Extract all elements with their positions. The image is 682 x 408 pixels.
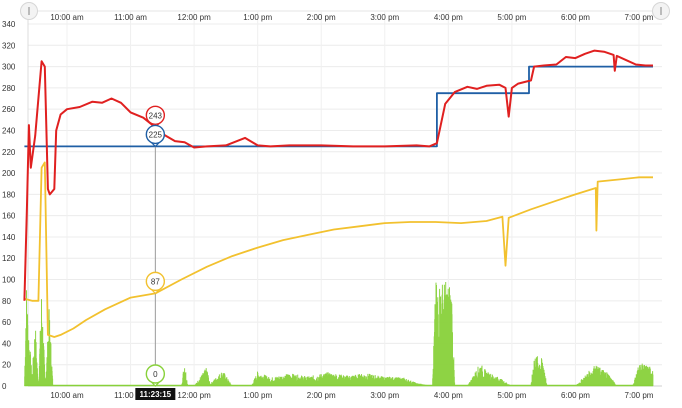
value-markers: 243 225 87 0: [145, 105, 166, 387]
x-tick-label-bottom: 2:00 pm: [307, 391, 336, 400]
x-axis-top: 10:00 am 11:00 am 12:00 pm 1:00 pm 2:00 pm 3:…: [50, 13, 653, 22]
x-tick-label-top: 7:00 pm: [625, 13, 654, 22]
y-tick-label: 20: [2, 361, 11, 370]
value-marker: 87: [145, 271, 166, 295]
x-tick-label-bottom: 3:00 pm: [370, 391, 399, 400]
y-tick-label: 280: [2, 84, 16, 93]
y-tick-label: 220: [2, 148, 16, 157]
right-scroll-handle[interactable]: [652, 2, 670, 20]
x-tick-label-bottom: 5:00 pm: [497, 391, 526, 400]
series-blue: [24, 65, 653, 148]
value-marker-circle: [145, 124, 166, 145]
x-tick-label-bottom: 6:00 pm: [561, 391, 590, 400]
value-marker-label: 87: [151, 277, 160, 286]
series-red: [23, 49, 653, 301]
value-marker-label: 225: [149, 130, 163, 139]
y-tick-label: 300: [2, 63, 16, 72]
value-marker: 0: [145, 364, 166, 387]
y-tick-label: 100: [2, 276, 16, 285]
cursor-time-label: 11:23:15: [140, 390, 172, 399]
cursor-crosshair[interactable]: 11:23:15: [135, 135, 176, 400]
y-tick-label: 80: [2, 297, 11, 306]
y-tick-label: 140: [2, 233, 16, 242]
x-tick-label-top: 3:00 pm: [370, 13, 399, 22]
chart-series: [23, 49, 654, 387]
y-tick-label: 200: [2, 169, 16, 178]
x-tick-label-top: 4:00 pm: [434, 13, 463, 22]
value-marker-circle: [145, 271, 166, 292]
y-tick-label: 240: [2, 126, 16, 135]
y-tick-label: 340: [2, 20, 16, 29]
value-marker-circle: [145, 105, 166, 125]
value-marker-label: 0: [153, 370, 158, 379]
y-tick-label: 320: [2, 41, 16, 50]
x-tick-label-bottom: 10:00 am: [50, 391, 84, 400]
x-tick-label-top: 11:00 am: [114, 13, 147, 22]
x-tick-label-top: 1:00 pm: [243, 13, 272, 22]
value-marker: 243: [145, 105, 166, 129]
series-green-bars: [24, 282, 654, 386]
series-green: [24, 282, 654, 387]
x-tick-label-bottom: 7:00 pm: [625, 391, 654, 400]
x-tick-label-bottom: 1:00 pm: [243, 391, 272, 400]
y-tick-label: 40: [2, 339, 11, 348]
series-yellow: [24, 161, 653, 338]
x-tick-label-top: 10:00 am: [50, 13, 84, 22]
value-marker-circle: [145, 364, 166, 384]
x-tick-label-top: 6:00 pm: [561, 13, 590, 22]
x-tick-label-top: 12:00 pm: [177, 13, 211, 22]
x-tick-label-bottom: 4:00 pm: [434, 391, 463, 400]
x-tick-label-top: 5:00 pm: [497, 13, 526, 22]
chart-grid: [27, 10, 662, 387]
x-tick-label-top: 2:00 pm: [307, 13, 336, 22]
y-tick-label: 180: [2, 190, 16, 199]
y-tick-label: 260: [2, 105, 16, 114]
left-scroll-handle[interactable]: [20, 2, 38, 20]
x-tick-label-bottom: 11:00 am: [114, 391, 147, 400]
cursor-time-box: [135, 388, 176, 400]
drag-handle-icon: [28, 7, 30, 15]
value-marker-label: 243: [149, 111, 163, 120]
x-tick-label-bottom: 12:00 pm: [177, 391, 211, 400]
y-axis: 0 20 40 60 80 100 120 140 160 180 200 220 240 260 280 3…: [2, 20, 16, 391]
y-tick-label: 160: [2, 212, 16, 221]
value-marker: 225: [145, 124, 166, 148]
y-tick-label: 0: [2, 382, 7, 391]
drag-handle-icon: [660, 7, 662, 15]
y-tick-label: 60: [2, 318, 11, 327]
x-axis-bottom: 10:00 am 11:00 am 12:00 pm 1:00 pm 2:00 pm 3:…: [50, 391, 653, 400]
y-tick-label: 120: [2, 254, 16, 263]
